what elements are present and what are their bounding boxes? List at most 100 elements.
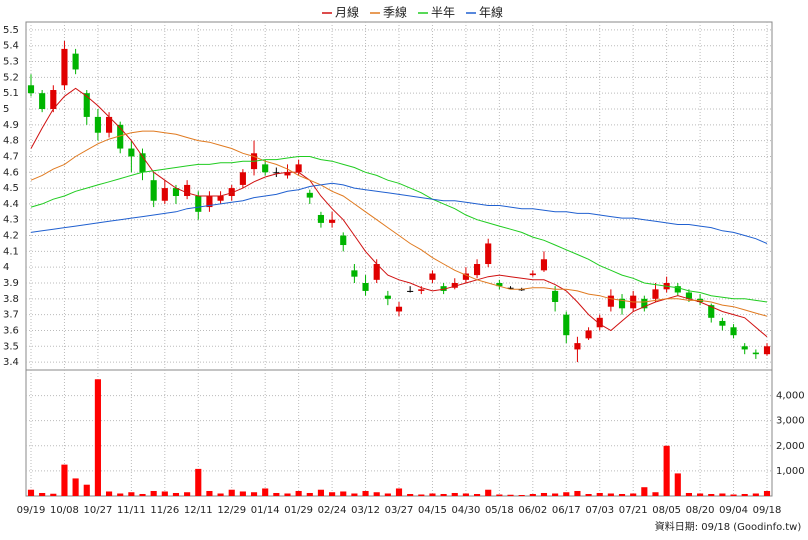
volume-bar [206,490,213,496]
x-tick-label: 08/20 [686,505,715,516]
volume-bar [763,490,771,496]
candle-body [27,85,35,94]
volume-tick-label: 1,000 [776,466,805,477]
volume-bar [105,491,113,496]
candle-body [507,287,514,289]
candle-body [384,295,391,299]
candle-body [418,289,425,291]
x-tick-label: 07/03 [585,505,614,516]
x-tick-label: 04/30 [451,505,480,516]
volume-bar [217,493,224,496]
volume-bar [496,494,503,496]
volume-bar [630,493,637,496]
candle-body [552,290,559,302]
candle-body [407,290,414,292]
volume-bar [340,491,347,496]
volume-bar [128,492,135,496]
x-tick-label: 04/15 [418,505,447,516]
y-tick-label: 4.7 [3,151,19,162]
volume-bar [72,478,79,496]
volume-bar [708,493,715,496]
volume-bar [94,379,101,496]
moving-average [30,156,768,303]
volume-bar [418,494,425,496]
candle-body [150,180,157,201]
volume-bar [50,493,57,496]
volume-bar [473,493,481,496]
y-tick-label: 5.5 [3,25,19,36]
volume-bar [462,493,469,496]
volume-tick-label: 4,000 [776,391,805,402]
candle-body [462,273,469,280]
volume-bar [306,492,313,496]
moving-average [30,130,768,317]
candle-body [440,286,447,291]
candle-body [362,283,369,291]
x-tick-label: 09/04 [719,505,748,516]
candle-body [172,188,180,196]
volume-bar [507,494,514,496]
volume-bar [485,489,492,496]
moving-average [30,182,768,244]
candle-body [94,116,101,133]
volume-bar [284,493,291,496]
x-tick-label: 07/21 [619,505,648,516]
candle-body [719,320,726,326]
candle-body [329,219,336,223]
y-tick-label: 5.3 [3,57,19,68]
volume-bar [172,492,180,496]
volume-bar [529,493,536,496]
volume-bar [295,490,302,496]
volume-bar [61,464,68,496]
legend-label: 半年 [431,6,455,20]
volume-bar [518,494,525,496]
legend-label: 月線 [335,5,359,20]
y-tick-label: 4.9 [3,120,19,131]
volume-bar [697,493,704,496]
y-tick-label: 3.8 [3,294,19,305]
candle-body [540,259,548,271]
volume-bar [239,491,246,496]
candle-body [518,289,525,291]
volume-bar [407,493,414,496]
y-tick-label: 3.7 [3,310,19,321]
volume-bar [273,492,280,496]
moving-average [30,87,768,338]
volume-bar [262,488,269,496]
y-tick-label: 5.2 [3,72,19,83]
candle-body [395,306,403,312]
x-tick-label: 08/05 [652,505,681,516]
volume-bar [184,492,191,496]
volume-bar [373,492,380,496]
y-tick-label: 5.1 [3,88,19,99]
volume-bar [674,473,681,496]
candle-body [685,292,693,299]
candle-body [596,317,603,328]
x-tick-label: 06/02 [518,505,547,516]
x-tick-label: 10/08 [50,505,79,516]
volume-bar [663,445,670,496]
y-tick-label: 3.9 [3,278,19,289]
candle-body [317,214,325,223]
volume-bar [574,490,581,496]
candle-body [563,314,570,336]
candle-body [161,188,168,201]
volume-bar [585,493,592,496]
volume-bar [451,492,458,496]
candle-body [72,53,79,70]
volume-tick-label: 3,000 [776,416,805,427]
y-tick-label: 3.5 [3,341,19,352]
volume-bar [685,492,693,496]
candle-body [105,116,113,133]
y-tick-label: 4.3 [3,215,19,226]
x-tick-label: 05/18 [485,505,514,516]
candle-body [708,305,715,318]
footnote: 資料日期: 09/18 (Goodinfo.tw) [655,520,802,533]
volume-bar [618,493,626,496]
candle-body [763,346,771,355]
volume-bar [540,492,548,496]
volume-bar [440,493,447,496]
candle-body [340,235,347,246]
